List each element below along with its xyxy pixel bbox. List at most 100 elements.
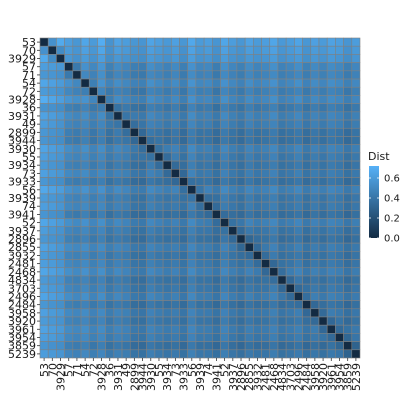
heatmap-cell-3930-3931 (113, 144, 123, 154)
heatmap-cell-3931-3937 (228, 111, 238, 121)
heatmap-cell-3703-3939 (195, 283, 205, 293)
heatmap-cell-3941-3937 (228, 210, 238, 219)
x-tick-label: 2496 (292, 363, 305, 391)
heatmap-cell-55-3932 (253, 152, 262, 162)
heatmap-cell-3933-3929 (56, 177, 65, 187)
heatmap-cell-3933-3961 (326, 177, 336, 187)
heatmap-cell-3934-2481 (261, 160, 271, 170)
heatmap-cell-57-70 (47, 62, 57, 72)
heatmap-cell-3939-3928 (97, 193, 106, 203)
heatmap-cell-2481-53 (39, 259, 49, 269)
heatmap-cell-72-2896 (236, 86, 246, 96)
heatmap-cell-3937-3944 (138, 226, 147, 236)
heatmap-cell-53-74 (203, 37, 213, 47)
heatmap-cell-56-3929 (56, 185, 65, 195)
heatmap-cell-49-70 (47, 119, 57, 129)
heatmap-cell-73-3920 (318, 168, 328, 178)
heatmap-cell-5239-57 (64, 349, 74, 359)
heatmap-cell-49-3944 (138, 119, 147, 129)
heatmap-cell-3958-56 (187, 308, 197, 318)
heatmap-cell-74-2481 (261, 201, 271, 211)
heatmap-cell-3920-55 (154, 316, 164, 326)
heatmap-cell-56-3859 (343, 185, 353, 195)
heatmap-cell-52-3958 (310, 218, 320, 228)
heatmap-cell-3961-36 (105, 324, 115, 334)
heatmap-cell-3937-71 (72, 226, 82, 236)
y-tick-label: 3932 (8, 249, 36, 262)
heatmap-cell-3937-3934 (162, 226, 172, 236)
heatmap-cell-3931-2855 (244, 111, 254, 121)
heatmap-cell-3703-2899 (129, 283, 139, 293)
heatmap-cell-53-3859 (343, 37, 353, 47)
heatmap-cell-3941-2855 (244, 210, 254, 219)
legend-title: Dist (368, 150, 390, 163)
heatmap-cell-71-4834 (277, 70, 287, 80)
heatmap-cell-55-4834 (277, 152, 287, 162)
legend-ticks: 0.00.20.40.6 (369, 174, 400, 245)
heatmap-cell-3859-54 (80, 341, 90, 351)
heatmap-cell-3859-2855 (244, 341, 254, 351)
heatmap-cell-3961-3933 (179, 324, 189, 334)
heatmap-cell-36-3954 (335, 103, 344, 113)
heatmap-cell-3932-3931 (113, 251, 123, 260)
heatmap-cell-54-3920 (318, 78, 328, 88)
heatmap-cell-3703-71 (72, 283, 82, 293)
y-tick-label: 2496 (8, 290, 36, 303)
heatmap-cell-71-2899 (129, 70, 139, 80)
heatmap-cell-56-3928 (97, 185, 106, 195)
heatmap-cell-57-2484 (302, 62, 312, 72)
heatmap-cell-3944-73 (170, 136, 180, 145)
heatmap-cell-2896-2855 (244, 234, 254, 244)
legend-tick-label: 0.4 (384, 194, 400, 205)
heatmap-cell-2484-2496 (294, 300, 303, 310)
heatmap-cell-74-3930 (146, 201, 156, 211)
heatmap-cell-3934-57 (64, 160, 74, 170)
heatmap-cell-2468-74 (203, 267, 213, 277)
heatmap-cell-3934-70 (47, 160, 57, 170)
heatmap-cell-4834-3933 (179, 275, 189, 285)
heatmap-cell-55-3931 (113, 152, 123, 162)
heatmap-cell-71-49 (121, 70, 131, 80)
heatmap-cell-3703-55 (154, 283, 164, 293)
heatmap-cell-5239-2899 (129, 349, 139, 359)
heatmap-cell-56-71 (72, 185, 82, 195)
heatmap-cell-3954-70 (47, 333, 57, 342)
heatmap-cell-2468-3937 (228, 267, 238, 277)
heatmap-cell-74-3934 (162, 201, 172, 211)
heatmap-cell-3859-2896 (236, 341, 246, 351)
heatmap-cell-3928-53 (39, 95, 49, 104)
heatmap-cell-2896-2468 (269, 234, 279, 244)
heatmap-cell-2855-36 (105, 242, 115, 252)
heatmap-cell-2855-2899 (129, 242, 139, 252)
heatmap-cell-2468-3932 (253, 267, 262, 277)
heatmap-cell-57-3958 (310, 62, 320, 72)
heatmap-cell-3933-2899 (129, 177, 139, 187)
heatmap-cell-2481-3941 (212, 259, 221, 269)
heatmap-cell-2855-3703 (285, 242, 295, 252)
heatmap-cell-2484-3931 (113, 300, 123, 310)
heatmap-cell-2855-74 (203, 242, 213, 252)
x-tick-label: 3931 (112, 363, 125, 391)
heatmap-cell-3954-2899 (129, 333, 139, 342)
heatmap-cell-3954-3930 (146, 333, 156, 342)
heatmap-cell-73-2484 (302, 168, 312, 178)
heatmap-cell-3939-3939 (195, 193, 205, 203)
heatmap-cell-2481-49 (121, 259, 131, 269)
heatmap-cell-49-53 (39, 119, 49, 129)
y-tick-label: 74 (22, 200, 36, 213)
heatmap-cell-52-3859 (343, 218, 353, 228)
heatmap-cell-3859-3937 (228, 341, 238, 351)
heatmap-cell-53-53 (39, 37, 49, 47)
heatmap-cell-36-73 (170, 103, 180, 113)
heatmap-cell-3958-3928 (97, 308, 106, 318)
heatmap-cell-54-56 (187, 78, 197, 88)
heatmap-cell-3928-71 (72, 95, 82, 104)
heatmap-cell-3930-72 (88, 144, 98, 154)
heatmap-cell-4834-5239 (351, 275, 361, 285)
heatmap-cell-3931-3928 (97, 111, 106, 121)
heatmap-cell-3939-71 (72, 193, 82, 203)
heatmap-cell-74-3932 (253, 201, 262, 211)
heatmap-cell-5239-3928 (97, 349, 106, 359)
heatmap-cell-2481-3958 (310, 259, 320, 269)
legend-tick-label: 0.6 (384, 174, 400, 185)
